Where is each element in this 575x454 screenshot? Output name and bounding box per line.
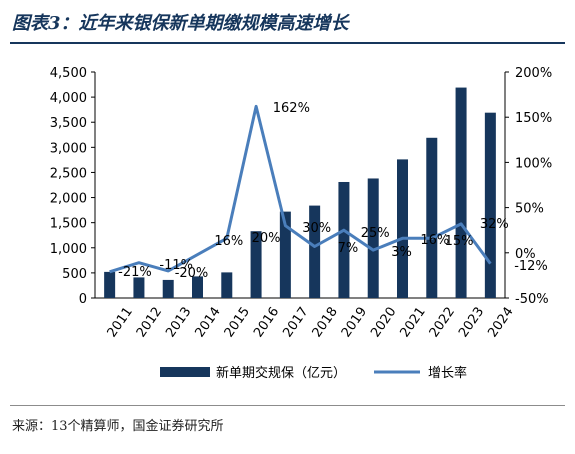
bar bbox=[338, 181, 350, 298]
x-tick-label: 2020 bbox=[368, 305, 399, 341]
data-label: 30% bbox=[302, 221, 331, 236]
legend-bar-label: 新单期交规保（亿元） bbox=[216, 365, 346, 381]
x-tick-label: 2016 bbox=[251, 305, 282, 341]
legend-bar-swatch bbox=[160, 367, 210, 377]
figure-title: 图表3：近年来银保新单期缴规模高速增长 bbox=[12, 13, 349, 34]
y-right-tick-label: 150% bbox=[515, 111, 552, 126]
y-left-tick-label: 4,500 bbox=[50, 66, 87, 81]
data-label: -11% bbox=[159, 258, 193, 273]
y-left-tick-label: 1,000 bbox=[50, 242, 87, 257]
data-label: -12% bbox=[514, 259, 548, 274]
y-right-tick-label: 0% bbox=[515, 247, 536, 262]
x-tick-label: 2021 bbox=[397, 305, 428, 341]
y-left-tick-label: 2,500 bbox=[50, 166, 87, 181]
data-label: 20% bbox=[252, 231, 281, 246]
x-tick-label: 2023 bbox=[456, 305, 487, 341]
bar bbox=[133, 277, 145, 298]
data-label: 16% bbox=[214, 234, 243, 249]
data-label: 7% bbox=[338, 241, 359, 256]
data-label: 16% bbox=[420, 233, 449, 248]
bar bbox=[162, 279, 174, 298]
source-note: 来源：13个精算师，国金证券研究所 bbox=[12, 419, 224, 434]
x-tick-label: 2018 bbox=[310, 305, 341, 341]
y-right-tick-label: -50% bbox=[515, 292, 549, 307]
y-left-tick-label: 1,500 bbox=[50, 217, 87, 232]
growth-line bbox=[109, 104, 492, 274]
x-tick-label: 2024 bbox=[485, 305, 516, 341]
data-label: -21% bbox=[118, 265, 152, 280]
bar bbox=[455, 87, 467, 298]
data-label: 3% bbox=[391, 245, 412, 260]
y-left-tick-label: 0 bbox=[79, 292, 87, 307]
bar-line-chart: 0 500 1,000 1,500 2,000 2,500 3,000 3,500 4,000 4… bbox=[50, 66, 552, 381]
y-right-tick-label: 100% bbox=[515, 156, 552, 171]
footer-divider bbox=[10, 405, 565, 406]
bar bbox=[367, 178, 379, 298]
y-left-tick-label: 500 bbox=[62, 267, 87, 282]
legend-line-label: 增长率 bbox=[428, 365, 467, 381]
x-tick-label: 2022 bbox=[427, 305, 458, 341]
bar bbox=[104, 271, 116, 298]
x-tick-label: 2015 bbox=[222, 305, 253, 341]
x-tick-label: 2014 bbox=[192, 305, 223, 341]
data-label: -20% bbox=[175, 266, 209, 281]
bar bbox=[279, 211, 291, 298]
x-tick-label: 2013 bbox=[163, 305, 194, 341]
x-tick-label: 2017 bbox=[280, 305, 311, 341]
y-left-tick-label: 3,500 bbox=[50, 116, 87, 131]
bar bbox=[192, 276, 203, 298]
title-divider bbox=[10, 42, 565, 44]
data-label: 25% bbox=[361, 226, 390, 241]
bar bbox=[221, 272, 233, 298]
bar bbox=[309, 205, 321, 298]
x-tick-label: 2011 bbox=[105, 305, 136, 341]
data-label: 15% bbox=[445, 234, 474, 249]
y-left-tick-label: 2,000 bbox=[50, 192, 87, 207]
x-tick-label: 2012 bbox=[134, 305, 165, 341]
bar bbox=[397, 159, 408, 298]
data-label: 32% bbox=[480, 217, 509, 232]
bar bbox=[426, 137, 438, 298]
y-left-tick-label: 3,000 bbox=[50, 141, 87, 156]
y-right-tick-label: 200% bbox=[515, 66, 552, 81]
x-tick-label: 2019 bbox=[339, 305, 370, 341]
y-left-tick-label: 4,000 bbox=[50, 91, 87, 106]
bar bbox=[250, 231, 262, 298]
data-label: 162% bbox=[273, 101, 310, 116]
bar bbox=[484, 112, 496, 299]
y-right-tick-label: 50% bbox=[515, 202, 544, 217]
